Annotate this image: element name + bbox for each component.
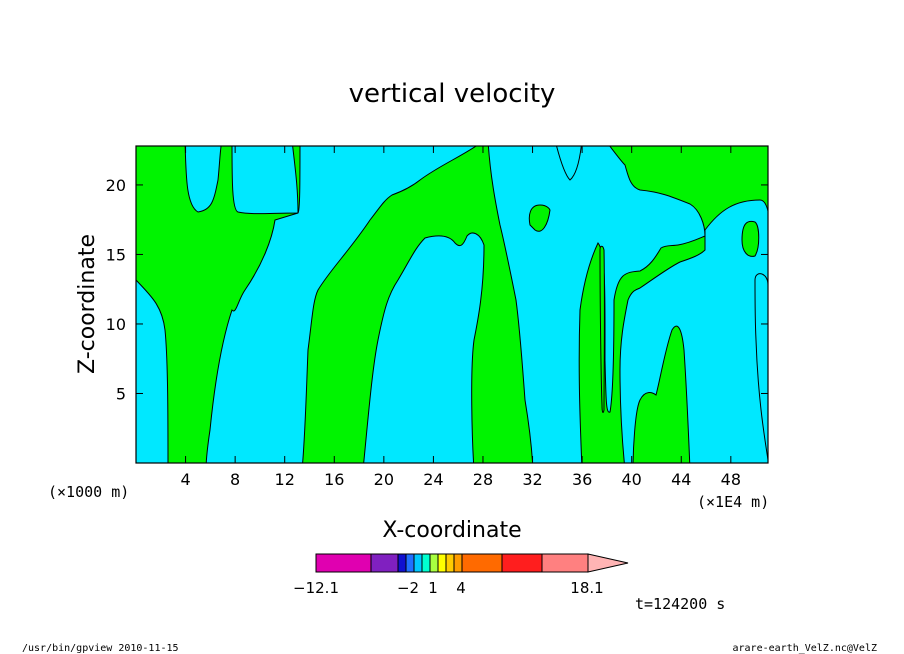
positive-island xyxy=(741,220,760,257)
x-axis: 4 8 12 16 20 24 28 32 36 40 44 48 xyxy=(180,146,741,489)
negative-region xyxy=(231,146,299,215)
x-tick-label: 4 xyxy=(180,470,190,489)
negative-region xyxy=(136,279,169,463)
x-tick-label: 48 xyxy=(721,470,741,489)
x-tick-label: 24 xyxy=(423,470,443,489)
negative-region xyxy=(487,146,706,463)
colorbar-segment xyxy=(413,553,423,573)
x-tick-label: 8 xyxy=(230,470,240,489)
colorbar-label: 18.1 xyxy=(570,579,603,597)
footer-left: /usr/bin/gpview 2010-11-15 xyxy=(22,643,179,654)
x-tick-label: 16 xyxy=(324,470,344,489)
colorbar-segment xyxy=(315,553,372,573)
negative-region xyxy=(556,146,582,181)
y-axis: 5 10 15 20 xyxy=(106,176,768,403)
x-tick-label: 44 xyxy=(671,470,691,489)
x-tick-label: 12 xyxy=(275,470,295,489)
colorbar-segment xyxy=(501,553,543,573)
footer-right: arare-earth_VelZ.nc@VelZ xyxy=(733,643,878,654)
negative-region xyxy=(205,146,478,463)
colorbar-segment xyxy=(541,553,589,573)
negative-region xyxy=(184,146,222,213)
y-tick-label: 15 xyxy=(106,245,126,264)
x-tick-label: 40 xyxy=(622,470,642,489)
time-label: t=124200 s xyxy=(635,595,725,613)
negative-island xyxy=(754,273,768,461)
plot-frame xyxy=(135,145,769,464)
colorbar-label: 4 xyxy=(456,579,466,597)
colorbar-segment xyxy=(453,553,463,573)
contour-plot xyxy=(135,145,769,464)
x-tick-label: 20 xyxy=(374,470,394,489)
x-scale-left: (×1000 m) xyxy=(48,483,129,501)
y-axis-label: Z-coordinate xyxy=(75,234,100,374)
colorbar-segment xyxy=(421,553,431,573)
colorbar-segment xyxy=(445,553,455,573)
colorbar-extend-arrow xyxy=(587,553,629,573)
x-tick-label: 36 xyxy=(572,470,592,489)
x-tick-label: 28 xyxy=(473,470,493,489)
negative-region xyxy=(363,232,485,463)
y-tick-label: 5 xyxy=(116,384,126,403)
colorbar-labels: −12.1 −2 1 4 18.1 xyxy=(293,579,604,597)
x-scale-right: (×1E4 m) xyxy=(697,493,769,511)
colorbar-segment xyxy=(397,553,407,573)
negative-region xyxy=(619,199,768,463)
colorbar-label: −2 xyxy=(397,579,419,597)
colorbar xyxy=(315,553,629,573)
colorbar-segment xyxy=(437,553,447,573)
negative-regions xyxy=(136,146,768,463)
positive-island xyxy=(599,245,605,413)
colorbar-label: 1 xyxy=(428,579,438,597)
x-axis-label: X-coordinate xyxy=(382,518,521,543)
colorbar-segment xyxy=(429,553,439,573)
x-tick-label: 32 xyxy=(522,470,542,489)
colorbar-segment xyxy=(370,553,399,573)
chart-title: vertical velocity xyxy=(349,79,556,109)
colorbar-segment xyxy=(405,553,415,573)
colorbar-label: −12.1 xyxy=(293,579,339,597)
y-tick-label: 20 xyxy=(106,176,126,195)
colorbar-segment xyxy=(461,553,503,573)
y-tick-label: 10 xyxy=(106,315,126,334)
